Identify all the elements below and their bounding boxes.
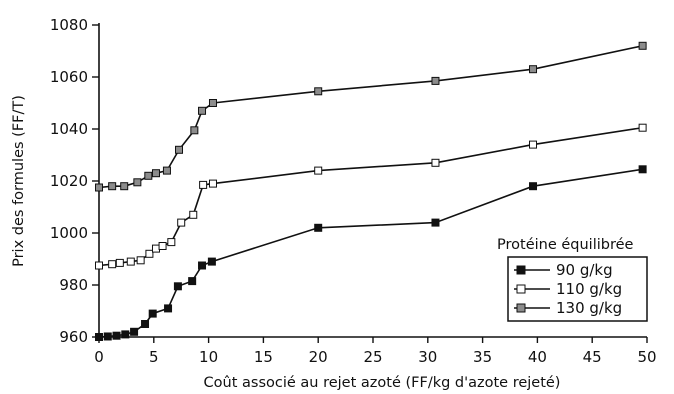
- series-line: [98, 168, 643, 338]
- data-point: [638, 41, 647, 50]
- data-point: [167, 238, 176, 247]
- data-point: [177, 218, 186, 227]
- legend-label: 110 g/kg: [556, 280, 622, 298]
- data-point: [158, 242, 167, 250]
- x-tick-label: 20: [309, 348, 328, 366]
- data-point: [95, 183, 103, 192]
- data-point: [148, 309, 157, 318]
- x-tick-label: 50: [637, 348, 656, 366]
- data-point: [136, 256, 145, 265]
- series-0: [95, 165, 647, 341]
- data-point: [188, 277, 197, 286]
- data-point: [314, 87, 323, 96]
- data-point: [141, 320, 150, 328]
- legend-marker: [516, 303, 526, 313]
- data-point: [144, 171, 153, 180]
- data-point: [175, 145, 184, 154]
- x-tick-label: 35: [473, 348, 492, 366]
- legend-marker: [516, 284, 526, 294]
- x-axis-label: Coût associé au rejet azoté (FF/kg d'azo…: [204, 375, 561, 391]
- x-tick-label: 30: [418, 348, 437, 366]
- data-point: [198, 106, 207, 115]
- data-point: [162, 166, 171, 175]
- y-tick-label: 1080: [50, 16, 88, 34]
- data-point: [164, 304, 173, 313]
- data-point: [121, 330, 130, 339]
- data-point: [190, 126, 199, 135]
- data-point: [145, 249, 154, 258]
- data-point: [120, 182, 129, 191]
- series-layer: [95, 41, 647, 341]
- data-point: [133, 178, 142, 187]
- legend-label: 90 g/kg: [556, 261, 613, 279]
- legend-marker: [516, 265, 526, 275]
- data-point: [638, 165, 647, 174]
- data-point: [112, 331, 121, 340]
- x-tick-label: 10: [199, 348, 218, 366]
- x-ticks: 0 5 10 15 20 25 30 35 40 45 50: [94, 337, 657, 366]
- axes: 0 5 10 15 20 25 30 35 40 45 50 960 980 1000 1020 1040 1…: [50, 16, 657, 366]
- data-point: [431, 158, 440, 167]
- y-tick-label: 1060: [50, 68, 88, 86]
- data-point: [103, 332, 112, 341]
- data-point: [207, 257, 216, 266]
- series-1: [95, 123, 647, 270]
- y-tick-label: 1000: [50, 224, 88, 242]
- data-point: [199, 180, 208, 189]
- series-2: [95, 41, 647, 192]
- data-point: [126, 257, 135, 266]
- data-point: [208, 179, 217, 188]
- x-tick-label: 5: [149, 348, 159, 366]
- y-tick-label: 980: [59, 276, 88, 294]
- data-point: [314, 223, 323, 232]
- data-point: [431, 76, 440, 85]
- data-point: [95, 261, 103, 270]
- data-point: [130, 327, 139, 336]
- data-point: [314, 166, 323, 175]
- data-point: [529, 140, 538, 149]
- data-point: [208, 99, 217, 107]
- data-point: [189, 210, 198, 219]
- data-point: [198, 261, 207, 270]
- series-line: [98, 45, 643, 189]
- data-point: [173, 282, 182, 291]
- y-axis-label: Prix des formules (FF/T): [11, 95, 27, 267]
- data-point: [95, 333, 103, 341]
- data-point: [151, 244, 160, 253]
- data-point: [431, 218, 440, 227]
- x-tick-label: 45: [583, 348, 602, 366]
- data-point: [529, 182, 538, 191]
- y-tick-label: 1020: [50, 172, 88, 190]
- data-point: [638, 123, 647, 132]
- legend-title: Protéine équilibrée: [497, 237, 634, 253]
- data-point: [108, 182, 117, 191]
- x-tick-label: 25: [363, 348, 382, 366]
- y-tick-label: 1040: [50, 120, 88, 138]
- x-tick-label: 40: [528, 348, 547, 366]
- x-tick-label: 0: [94, 348, 104, 366]
- legend-label: 130 g/kg: [556, 299, 622, 317]
- y-tick-label: 960: [59, 328, 88, 346]
- data-point: [115, 258, 124, 267]
- x-tick-label: 15: [254, 348, 273, 366]
- data-point: [529, 65, 538, 74]
- data-point: [108, 260, 117, 269]
- data-point: [151, 169, 160, 178]
- y-ticks: 960 980 1000 1020 1040 1060 1080: [50, 16, 99, 346]
